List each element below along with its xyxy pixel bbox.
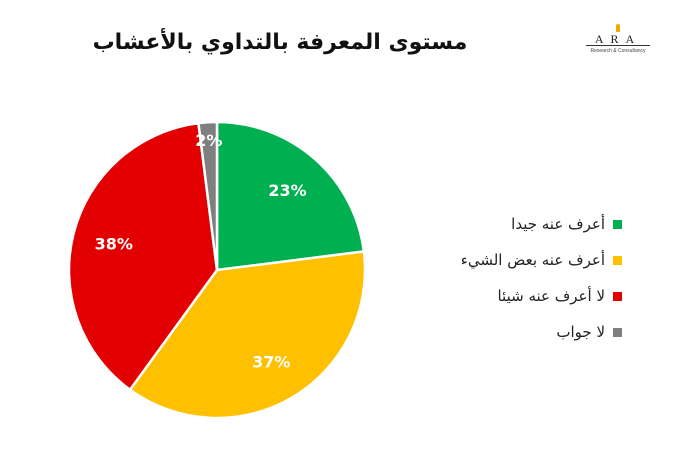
- data-label-2: 37%: [252, 353, 290, 372]
- data-label-1: 23%: [268, 181, 306, 200]
- legend-swatch-1: [613, 219, 622, 229]
- pie-slice-4: [197, 120, 219, 271]
- ara-logo: ARA Research & Consultancy: [582, 24, 654, 60]
- legend-swatch-4: [613, 327, 622, 337]
- legend-label-1: أعرف عنه جيدا: [511, 215, 605, 233]
- legend-item-1: أعرف عنه جيدا: [430, 206, 630, 242]
- legend-item-4: لا جواب: [430, 314, 630, 350]
- data-label-3: 38%: [95, 234, 133, 253]
- legend-label-2: أعرف عنه بعض الشيء: [460, 251, 605, 269]
- chart-legend: أعرف عنه جيدا أعرف عنه بعض الشيء لا أعرف ع…: [430, 206, 630, 350]
- legend-item-3: لا أعرف عنه شيئا: [430, 278, 630, 314]
- pie-slice-2: [128, 250, 367, 420]
- legend-swatch-2: [613, 255, 622, 265]
- logo-subtitle: Research & Consultancy: [590, 48, 646, 54]
- data-label-4: 2%: [195, 131, 222, 150]
- chart-title: مستوى المعرفة بالتداوي بالأعشاب: [92, 30, 468, 55]
- legend-label-3: لا أعرف عنه شيئا: [497, 287, 605, 305]
- logo-flame-icon: [616, 24, 620, 32]
- logo-text: ARA: [594, 32, 642, 46]
- logo-underline: [586, 45, 650, 46]
- legend-swatch-3: [613, 291, 622, 301]
- pie-slice-1: [215, 120, 366, 272]
- legend-item-2: أعرف عنه بعض الشيء: [430, 242, 630, 278]
- pie-slice-3: [67, 121, 219, 392]
- legend-label-4: لا جواب: [556, 323, 605, 341]
